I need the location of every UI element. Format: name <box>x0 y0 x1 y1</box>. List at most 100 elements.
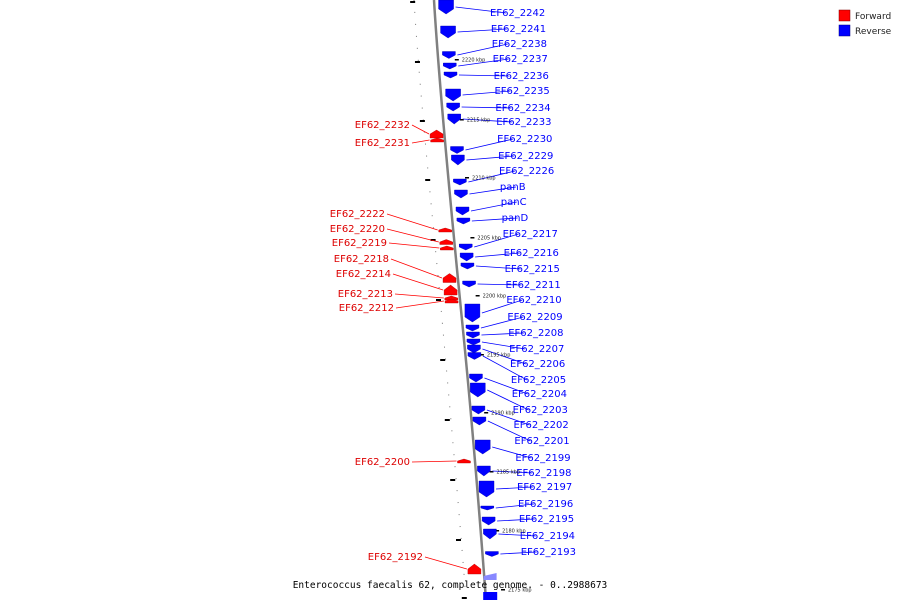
reverse-gene-label: EF62_2208 <box>508 328 563 339</box>
leader-line <box>386 228 439 243</box>
kbp-tick <box>440 359 446 361</box>
legend-reverse-swatch <box>838 24 851 37</box>
kbp-tick <box>410 1 416 3</box>
reverse-gene-label: EF62_2216 <box>504 248 559 259</box>
genome-caption: Enterococcus faecalis 62, complete genom… <box>293 580 608 591</box>
reverse-gene-arrow <box>477 465 491 477</box>
reverse-gene-arrow <box>469 373 483 383</box>
reverse-gene-label: EF62_2202 <box>513 420 568 431</box>
legend: Forward Reverse <box>838 9 892 37</box>
reverse-gene-label: EF62_2236 <box>494 71 549 82</box>
kbp-tick <box>484 412 489 414</box>
gene-labels: EF62_2242 EF62_2241 EF62_2238 EF62_2237 EF62… <box>330 8 576 563</box>
leader-line <box>474 233 519 248</box>
leader-line <box>461 106 512 109</box>
reverse-gene-arrow <box>464 303 481 323</box>
leader-line <box>411 460 457 463</box>
leader-line <box>470 201 517 212</box>
leader-line <box>392 273 444 291</box>
forward-gene-label: EF62_2219 <box>332 238 387 249</box>
kbp-label: 2200 kbp <box>483 294 507 300</box>
forward-gene-arrow <box>444 298 459 304</box>
forward-gene-label: EF62_2212 <box>339 303 394 314</box>
reverse-gene-label: EF62_2226 <box>499 166 554 177</box>
reverse-gene-label: EF62_2206 <box>510 359 565 370</box>
forward-gene-label: EF62_2231 <box>355 138 410 149</box>
forward-gene-label: EF62_2214 <box>336 269 391 280</box>
reverse-gene-label: EF62_2207 <box>509 344 564 355</box>
reverse-gene-arrow <box>483 528 497 540</box>
kbp-tick <box>489 471 494 473</box>
reverse-gene-arrow <box>453 178 467 186</box>
reverse-gene-arrow <box>451 154 465 166</box>
forward-gene-label: EF62_2222 <box>330 209 385 220</box>
kbp-tick <box>454 59 459 61</box>
legend-reverse-label: Reverse <box>855 27 892 37</box>
reverse-gene-arrow <box>475 439 491 455</box>
kbp-tick <box>495 530 500 532</box>
reverse-gene-label: EF62_2196 <box>518 499 573 510</box>
forward-gene-arrow <box>457 458 471 464</box>
reverse-gene-arrow <box>450 146 464 154</box>
forward-gene-arrow <box>444 295 459 301</box>
leader-line <box>500 551 537 555</box>
reverse-gene-label: EF62_2233 <box>496 117 551 128</box>
reverse-gene-arrow <box>443 62 457 70</box>
kbp-tick <box>501 589 505 591</box>
leader-line <box>462 118 513 123</box>
reverse-gene-arrow <box>470 382 486 398</box>
leader-line <box>395 300 445 309</box>
leader-line <box>390 258 443 279</box>
reverse-gene-label: EF62_2194 <box>520 531 575 542</box>
genome-backbone <box>432 0 488 600</box>
reverse-gene-arrow <box>465 324 480 332</box>
reverse-gene-label: EF62_2205 <box>511 375 566 386</box>
leader-line <box>455 6 507 14</box>
reverse-gene-arrow <box>481 516 496 526</box>
reverse-gene-label: EF62_2229 <box>498 151 553 162</box>
leader-line <box>411 124 430 135</box>
reverse-gene-label: EF62_2198 <box>516 468 571 479</box>
leader-line <box>480 316 524 329</box>
leader-line <box>495 486 534 490</box>
kbp-label: 2180 kbp <box>502 529 526 535</box>
kbp-tick <box>414 61 420 63</box>
kbp-markers: 2220 kbp 2215 kbp 2210 kbp 2205 kbp 2200 kbp… <box>462 58 532 594</box>
leader-line <box>477 283 522 286</box>
leader-line <box>388 242 440 249</box>
kbp-tick <box>419 120 425 122</box>
reverse-gene-arrow <box>467 352 482 360</box>
leader-line <box>462 90 511 96</box>
leader-line <box>481 332 525 336</box>
reverse-gene-label: EF62_2234 <box>495 103 550 114</box>
reverse-gene-label: EF62_2210 <box>506 295 561 306</box>
reverse-gene-arrow <box>485 551 499 557</box>
kbp-tick <box>450 479 456 481</box>
leader-line <box>411 139 430 144</box>
reverse-gene-label: EF62_2238 <box>492 39 547 50</box>
reverse-gene-label: EF62_2201 <box>514 436 569 447</box>
forward-gene-arrow <box>429 129 444 139</box>
label-leader-lines <box>386 6 537 570</box>
kbp-label: 2175 kbp <box>508 588 532 594</box>
reverse-gene-arrow <box>454 189 468 199</box>
reverse-gene-label: EF62_2241 <box>491 24 546 35</box>
reverse-gene-arrow <box>480 505 494 511</box>
reverse-gene-arrow <box>459 243 473 251</box>
leader-line <box>484 377 528 395</box>
leader-line <box>471 217 518 222</box>
leader-line <box>458 74 510 77</box>
leader-line <box>487 420 531 442</box>
reverse-gene-arrow <box>466 331 480 339</box>
leader-line <box>482 355 528 381</box>
leader-line <box>475 252 520 258</box>
forward-gene-label: EF62_2218 <box>334 254 389 265</box>
kbp-tick <box>430 239 436 241</box>
leader-line <box>486 409 530 426</box>
kbp-tick <box>461 597 467 599</box>
forward-gene-arrow <box>439 239 453 245</box>
gene-features <box>429 0 499 600</box>
reverse-gene-label: EF62_2237 <box>493 54 548 65</box>
kbp-tick <box>479 354 484 356</box>
reverse-gene-arrow <box>438 0 454 15</box>
